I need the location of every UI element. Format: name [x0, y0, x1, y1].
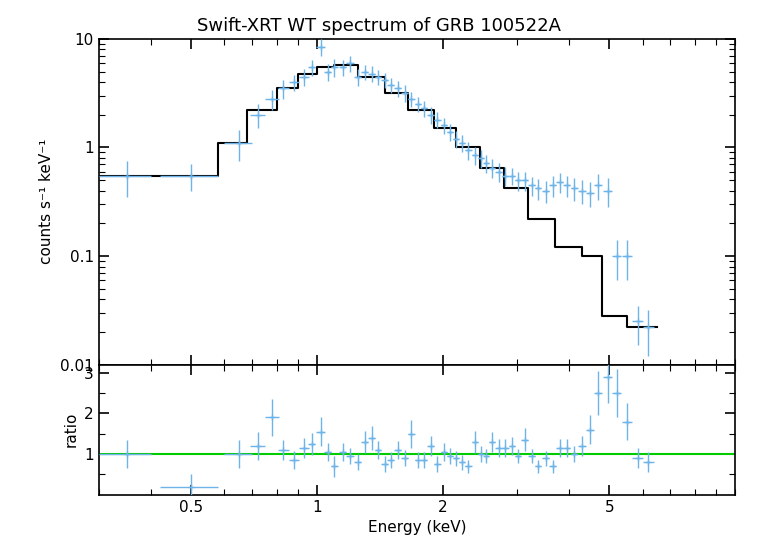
Text: Swift-XRT WT spectrum of GRB 100522A: Swift-XRT WT spectrum of GRB 100522A [197, 17, 561, 34]
X-axis label: Energy (keV): Energy (keV) [368, 520, 466, 535]
Y-axis label: counts s⁻¹ keV⁻¹: counts s⁻¹ keV⁻¹ [39, 139, 55, 265]
Y-axis label: ratio: ratio [64, 412, 78, 448]
